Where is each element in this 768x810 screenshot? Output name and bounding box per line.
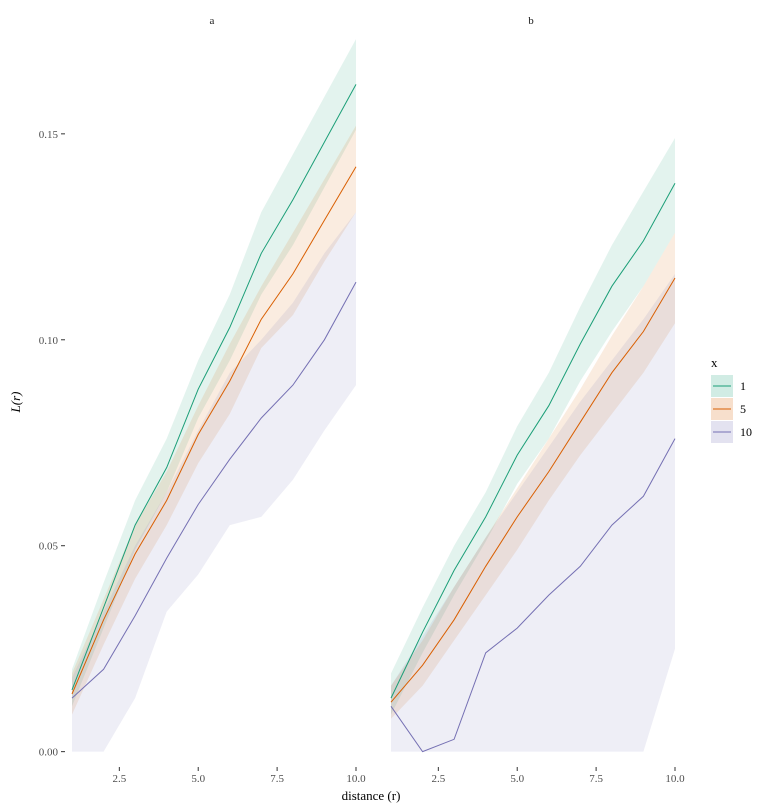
legend-title: x bbox=[711, 355, 718, 370]
legend-label: 1 bbox=[740, 379, 746, 393]
y-tick-label: 0.15 bbox=[39, 129, 59, 141]
legend-label: 5 bbox=[740, 402, 746, 416]
ribbon-series-10 bbox=[391, 273, 675, 752]
line-series-10 bbox=[71, 281, 357, 699]
x-tick-label: 10.0 bbox=[346, 773, 366, 785]
y-tick-label: 0.00 bbox=[39, 747, 59, 759]
ribbon-series-5 bbox=[72, 125, 356, 715]
x-tick-label: 7.5 bbox=[270, 773, 284, 785]
panels: a 2.5 5.0 7.5 10.0 b 2.5 5.0 7.5 10.0 bbox=[71, 15, 685, 785]
legend: x 1 5 10 bbox=[711, 355, 752, 443]
ribbon-series-1 bbox=[391, 138, 675, 715]
line-series-1 bbox=[71, 84, 357, 691]
panel-label: b bbox=[528, 15, 534, 27]
ribbon-series-1 bbox=[72, 39, 356, 707]
x-axis-title: distance (r) bbox=[342, 788, 401, 803]
y-tick-label: 0.05 bbox=[39, 541, 59, 553]
panel-b: b 2.5 5.0 7.5 10.0 bbox=[390, 15, 685, 785]
legend-label: 10 bbox=[740, 425, 752, 439]
x-tick-label: 2.5 bbox=[112, 773, 126, 785]
legend-item-10: 10 bbox=[711, 421, 752, 443]
x-tick-label: 7.5 bbox=[589, 773, 603, 785]
x-tick-label: 10.0 bbox=[665, 773, 685, 785]
panel-a: a 2.5 5.0 7.5 10.0 bbox=[71, 15, 366, 785]
x-tick-label: 5.0 bbox=[510, 773, 524, 785]
y-axis: 0.00 0.05 0.10 0.15 bbox=[39, 129, 65, 759]
x-tick-label: 2.5 bbox=[431, 773, 445, 785]
line-series-5 bbox=[71, 166, 357, 695]
legend-item-5: 5 bbox=[711, 398, 746, 420]
y-tick-label: 0.10 bbox=[39, 335, 59, 347]
legend-item-1: 1 bbox=[711, 375, 746, 397]
line-series-1 bbox=[390, 183, 676, 699]
x-tick-label: 5.0 bbox=[191, 773, 205, 785]
y-axis-title: L(r) bbox=[8, 392, 23, 414]
line-series-5 bbox=[390, 277, 676, 703]
ribbon-series-5 bbox=[391, 232, 675, 719]
panel-label: a bbox=[210, 15, 215, 27]
line-series-10 bbox=[390, 438, 676, 753]
